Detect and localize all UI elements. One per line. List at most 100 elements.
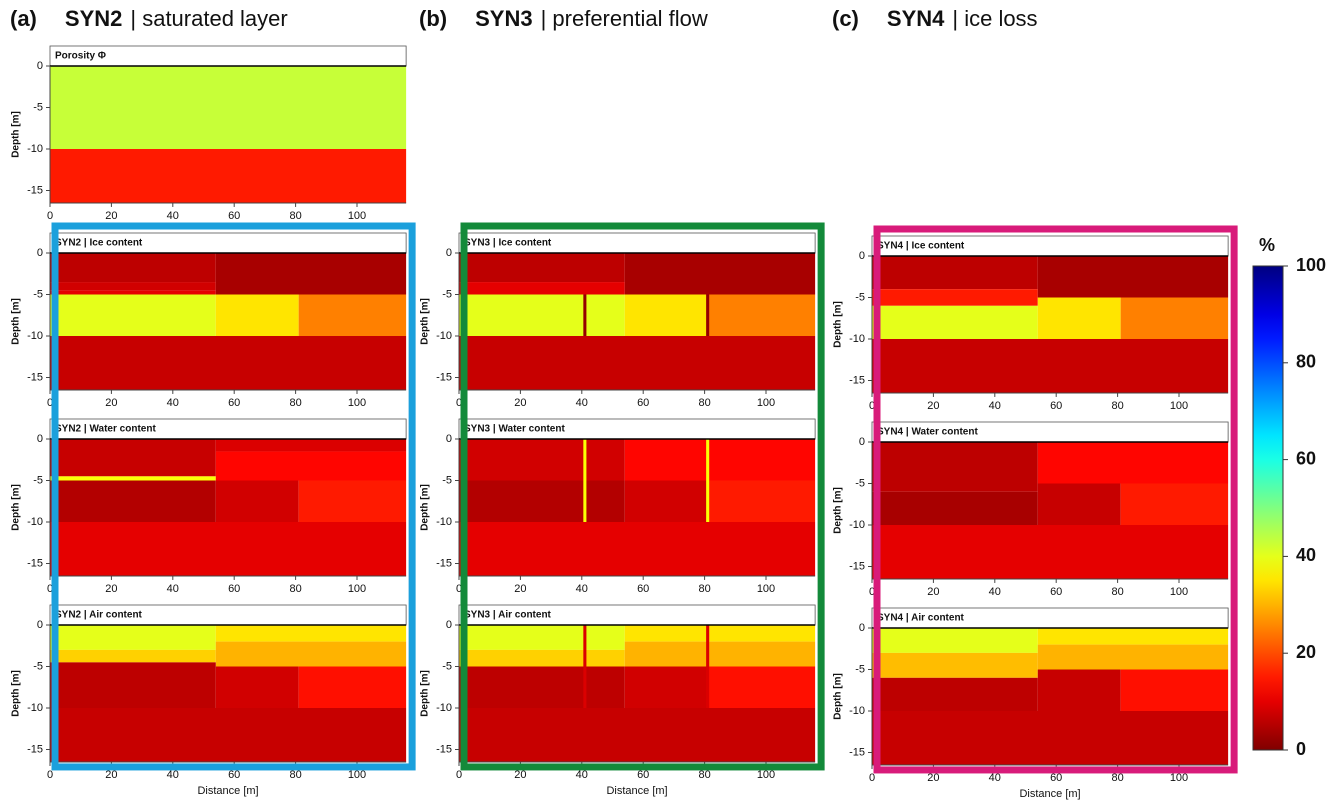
content-region bbox=[624, 625, 816, 642]
x-tick-label: 100 bbox=[348, 210, 366, 222]
panel-title: SYN4 | Water content bbox=[877, 427, 978, 438]
x-tick-label: 20 bbox=[105, 583, 117, 595]
content-region bbox=[50, 708, 407, 762]
heading-subtitle: | ice loss bbox=[952, 6, 1037, 31]
y-axis-label: Depth [m] bbox=[11, 484, 22, 531]
x-tick-label: 0 bbox=[456, 397, 462, 409]
panel-title: SYN3 | Ice content bbox=[464, 238, 552, 249]
content-region bbox=[1037, 256, 1229, 298]
panel-title: SYN3 | Air content bbox=[464, 610, 552, 621]
x-tick-label: 100 bbox=[348, 769, 366, 781]
content-region bbox=[583, 294, 587, 336]
y-tick-label: -10 bbox=[849, 519, 865, 531]
content-region bbox=[1120, 669, 1229, 711]
x-tick-label: 40 bbox=[167, 769, 179, 781]
content-region bbox=[872, 339, 1229, 393]
y-axis-label: Depth [m] bbox=[420, 670, 431, 717]
y-tick-label: -15 bbox=[849, 560, 865, 572]
y-tick-label: 0 bbox=[859, 250, 865, 262]
x-tick-label: 60 bbox=[637, 583, 649, 595]
content-region bbox=[706, 294, 710, 336]
content-region bbox=[624, 666, 708, 708]
y-tick-label: -10 bbox=[436, 702, 452, 714]
heading-subtitle: | preferential flow bbox=[541, 6, 708, 31]
x-tick-label: 20 bbox=[927, 400, 939, 412]
heading-label: (a) bbox=[10, 6, 37, 31]
content-region bbox=[872, 442, 1038, 492]
content-region bbox=[50, 336, 407, 390]
content-region bbox=[50, 476, 216, 481]
y-tick-label: 0 bbox=[37, 60, 43, 72]
x-tick-label: 60 bbox=[1050, 400, 1062, 412]
x-tick-label: 0 bbox=[47, 397, 53, 409]
column-heading: (a) SYN2 | saturated layer bbox=[10, 6, 288, 31]
content-region bbox=[50, 253, 216, 283]
y-tick-label: -5 bbox=[33, 101, 43, 113]
panel-title: SYN2 | Ice content bbox=[55, 238, 143, 249]
content-region bbox=[50, 522, 407, 576]
y-tick-label: -15 bbox=[436, 743, 452, 755]
content-region bbox=[872, 628, 1038, 653]
x-tick-label: 40 bbox=[167, 583, 179, 595]
column-frame bbox=[460, 222, 825, 771]
x-tick-label: 20 bbox=[927, 772, 939, 784]
content-region bbox=[707, 294, 816, 336]
colorbar-tick-label: 100 bbox=[1296, 255, 1326, 275]
heading-name: SYN4 bbox=[887, 6, 945, 31]
content-region bbox=[215, 666, 299, 708]
content-region bbox=[459, 649, 625, 667]
heading-label: (b) bbox=[419, 6, 447, 31]
content-region bbox=[624, 641, 816, 667]
y-tick-label: -15 bbox=[849, 374, 865, 386]
content-region bbox=[50, 282, 216, 291]
y-tick-label: 0 bbox=[446, 619, 452, 631]
content-region bbox=[459, 625, 625, 650]
x-tick-label: 80 bbox=[1111, 772, 1123, 784]
x-tick-label: 100 bbox=[1170, 772, 1188, 784]
x-tick-label: 0 bbox=[869, 772, 875, 784]
content-region bbox=[459, 522, 816, 576]
y-tick-label: -10 bbox=[849, 333, 865, 345]
panel-title: SYN3 | Water content bbox=[464, 424, 565, 435]
content-region bbox=[298, 294, 407, 336]
content-region bbox=[872, 256, 1038, 290]
content-region bbox=[50, 480, 216, 522]
content-region bbox=[50, 149, 407, 203]
heading-label: (c) bbox=[832, 6, 859, 31]
content-region bbox=[50, 662, 216, 708]
content-region bbox=[50, 290, 216, 295]
y-axis-label: Depth [m] bbox=[833, 673, 844, 720]
x-tick-label: 60 bbox=[228, 397, 240, 409]
y-tick-label: -15 bbox=[27, 184, 43, 196]
y-axis-label: Depth [m] bbox=[11, 298, 22, 345]
y-tick-label: -5 bbox=[855, 477, 865, 489]
y-tick-label: -15 bbox=[849, 746, 865, 758]
column-frame bbox=[873, 225, 1238, 774]
content-region bbox=[624, 253, 816, 295]
x-axis-label: Distance [m] bbox=[1019, 788, 1080, 800]
x-tick-label: 40 bbox=[989, 772, 1001, 784]
content-region bbox=[1037, 297, 1121, 339]
colorbar-tick-label: 60 bbox=[1296, 448, 1316, 468]
content-region bbox=[624, 439, 816, 481]
x-tick-label: 20 bbox=[105, 210, 117, 222]
x-tick-label: 80 bbox=[289, 210, 301, 222]
y-tick-label: -15 bbox=[436, 371, 452, 383]
colorbar-tick-label: 20 bbox=[1296, 642, 1316, 662]
panel-title: Porosity Φ bbox=[55, 51, 106, 62]
colorbar-tick-label: 40 bbox=[1296, 545, 1316, 565]
y-tick-label: -15 bbox=[27, 557, 43, 569]
content-region bbox=[872, 525, 1229, 579]
content-region bbox=[215, 294, 299, 336]
heading-subtitle: | saturated layer bbox=[130, 6, 287, 31]
content-region bbox=[624, 480, 708, 522]
y-tick-label: 0 bbox=[37, 247, 43, 259]
content-region bbox=[50, 439, 216, 477]
content-region bbox=[459, 336, 816, 390]
x-tick-label: 60 bbox=[1050, 772, 1062, 784]
content-region bbox=[50, 66, 407, 149]
content-region bbox=[872, 289, 1038, 306]
x-tick-label: 20 bbox=[514, 769, 526, 781]
content-region bbox=[298, 666, 407, 708]
x-tick-label: 80 bbox=[1111, 586, 1123, 598]
